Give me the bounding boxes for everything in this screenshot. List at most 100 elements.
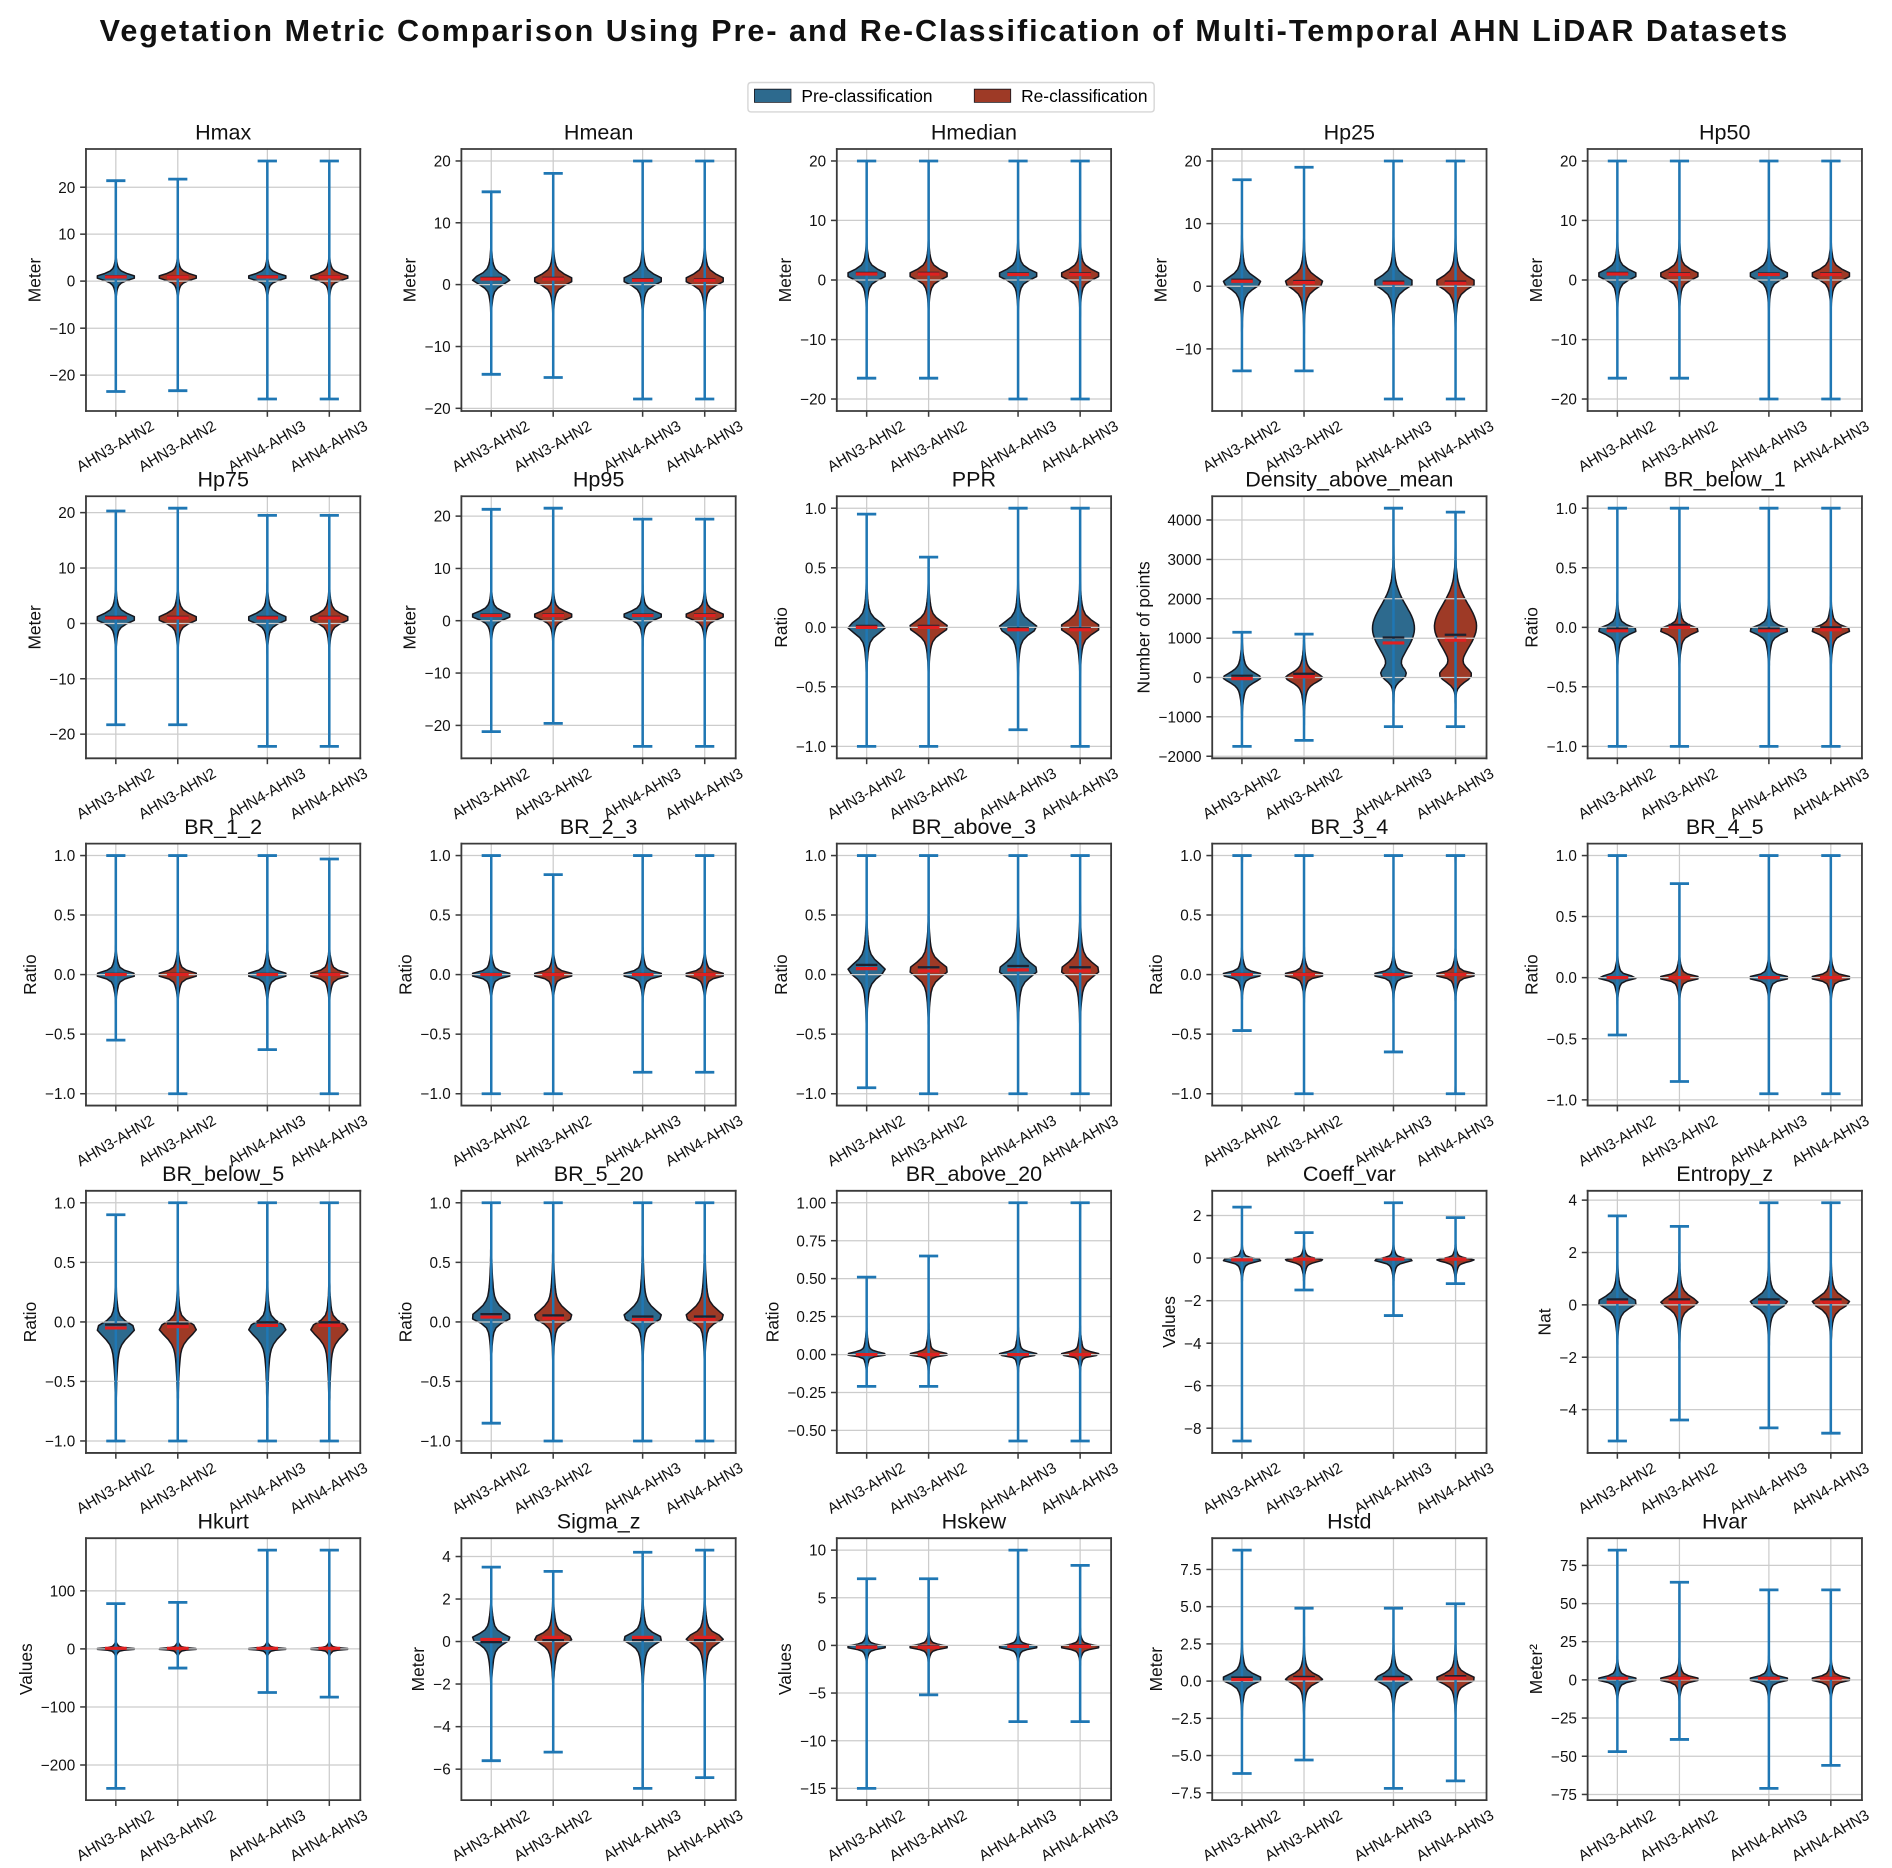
svg-text:1.0: 1.0 [805,501,826,518]
svg-text:0.5: 0.5 [54,1255,75,1272]
svg-text:4: 4 [442,1549,451,1566]
svg-text:Values: Values [1159,1296,1179,1348]
svg-text:Hp75: Hp75 [197,468,248,492]
svg-text:−200: −200 [41,1758,75,1775]
svg-text:0.5: 0.5 [805,908,826,925]
svg-text:0.0: 0.0 [54,967,75,984]
svg-text:Sigma_z: Sigma_z [557,1509,641,1533]
svg-text:−5: −5 [809,1686,826,1703]
svg-text:Hmean: Hmean [564,120,633,144]
svg-text:−10: −10 [800,1733,826,1750]
svg-text:Ratio: Ratio [1522,607,1542,648]
svg-text:Meter: Meter [400,258,420,303]
svg-text:−0.5: −0.5 [1547,1031,1577,1048]
svg-text:−50: −50 [1551,1749,1577,1766]
svg-text:−0.5: −0.5 [421,1374,451,1391]
svg-text:10: 10 [434,561,451,578]
svg-text:10: 10 [1560,213,1577,230]
svg-text:Re-classification: Re-classification [1021,86,1147,106]
svg-text:0.0: 0.0 [1180,1674,1201,1691]
svg-text:−0.5: −0.5 [796,679,826,696]
svg-text:Meter: Meter [1146,1647,1166,1692]
svg-text:4000: 4000 [1168,513,1202,530]
svg-text:20: 20 [1185,153,1202,170]
svg-text:20: 20 [58,505,75,522]
svg-text:0: 0 [1568,1297,1577,1314]
svg-text:−10: −10 [49,321,75,338]
svg-text:0.0: 0.0 [54,1315,75,1332]
svg-text:−0.50: −0.50 [787,1423,826,1440]
svg-text:−20: −20 [1551,392,1577,409]
svg-text:−1.0: −1.0 [796,1086,826,1103]
svg-text:0.0: 0.0 [1180,967,1201,984]
svg-text:Vegetation Metric Comparison U: Vegetation Metric Comparison Using Pre- … [100,14,1790,48]
svg-text:−4: −4 [1560,1402,1578,1419]
svg-text:5.0: 5.0 [1180,1599,1201,1616]
svg-text:−1.0: −1.0 [45,1434,75,1451]
svg-text:0.5: 0.5 [429,1255,450,1272]
svg-text:−4: −4 [433,1719,451,1736]
svg-text:Hvar: Hvar [1702,1509,1747,1533]
svg-text:0.0: 0.0 [1556,970,1577,987]
svg-text:1000: 1000 [1168,631,1202,648]
svg-text:Ratio: Ratio [762,1302,782,1343]
svg-text:−1.0: −1.0 [421,1434,451,1451]
svg-text:5: 5 [818,1590,827,1607]
svg-text:0.0: 0.0 [805,967,826,984]
svg-text:Hstd: Hstd [1327,1509,1371,1533]
svg-text:−10: −10 [800,332,826,349]
svg-text:0.50: 0.50 [796,1271,826,1288]
svg-text:75: 75 [1560,1558,1577,1575]
svg-text:Meter: Meter [1150,258,1170,303]
svg-text:20: 20 [58,180,75,197]
svg-text:−2000: −2000 [1159,749,1202,766]
svg-text:BR_below_1: BR_below_1 [1664,468,1786,492]
svg-text:2000: 2000 [1168,591,1202,608]
svg-text:0.5: 0.5 [429,908,450,925]
svg-text:0: 0 [442,613,451,630]
svg-text:−0.5: −0.5 [1547,679,1577,696]
svg-text:10: 10 [1185,216,1202,233]
svg-text:10: 10 [809,1543,826,1560]
svg-text:0.00: 0.00 [796,1347,826,1364]
svg-text:Density_above_mean: Density_above_mean [1245,468,1453,492]
svg-text:Meter: Meter [400,605,420,650]
svg-text:1.0: 1.0 [54,848,75,865]
svg-text:0.5: 0.5 [805,560,826,577]
svg-text:−20: −20 [425,718,451,735]
svg-text:BR_3_4: BR_3_4 [1310,815,1388,839]
svg-text:−7.5: −7.5 [1171,1785,1201,1802]
svg-text:Meter²: Meter² [1526,1644,1546,1694]
svg-text:−6: −6 [1184,1378,1201,1395]
svg-text:−20: −20 [425,401,451,418]
svg-text:Ratio: Ratio [395,1302,415,1343]
svg-text:20: 20 [809,153,826,170]
svg-text:Ratio: Ratio [395,954,415,995]
svg-text:−15: −15 [800,1781,826,1798]
svg-text:−0.5: −0.5 [45,1374,75,1391]
svg-text:Meter: Meter [1526,258,1546,303]
svg-text:25: 25 [1560,1634,1577,1651]
svg-text:Coeff_var: Coeff_var [1303,1162,1396,1186]
svg-text:−4: −4 [1184,1336,1202,1353]
svg-text:−2: −2 [433,1677,450,1694]
svg-text:−10: −10 [1551,332,1577,349]
svg-text:0: 0 [442,277,451,294]
svg-text:20: 20 [1560,153,1577,170]
svg-text:1.0: 1.0 [805,848,826,865]
svg-text:−10: −10 [425,339,451,356]
svg-text:−0.25: −0.25 [787,1385,826,1402]
svg-text:0.5: 0.5 [54,908,75,925]
svg-text:1.0: 1.0 [54,1195,75,1212]
svg-text:1.0: 1.0 [1556,848,1577,865]
svg-text:7.5: 7.5 [1180,1562,1201,1579]
svg-text:Meter: Meter [775,258,795,303]
svg-text:Values: Values [16,1643,36,1695]
svg-text:0: 0 [818,273,827,290]
svg-text:10: 10 [434,215,451,232]
svg-text:0: 0 [67,616,75,633]
svg-text:−10: −10 [49,671,75,688]
svg-text:BR_below_5: BR_below_5 [162,1162,284,1186]
svg-text:1.0: 1.0 [429,1195,450,1212]
svg-text:Hskew: Hskew [942,1509,1007,1533]
